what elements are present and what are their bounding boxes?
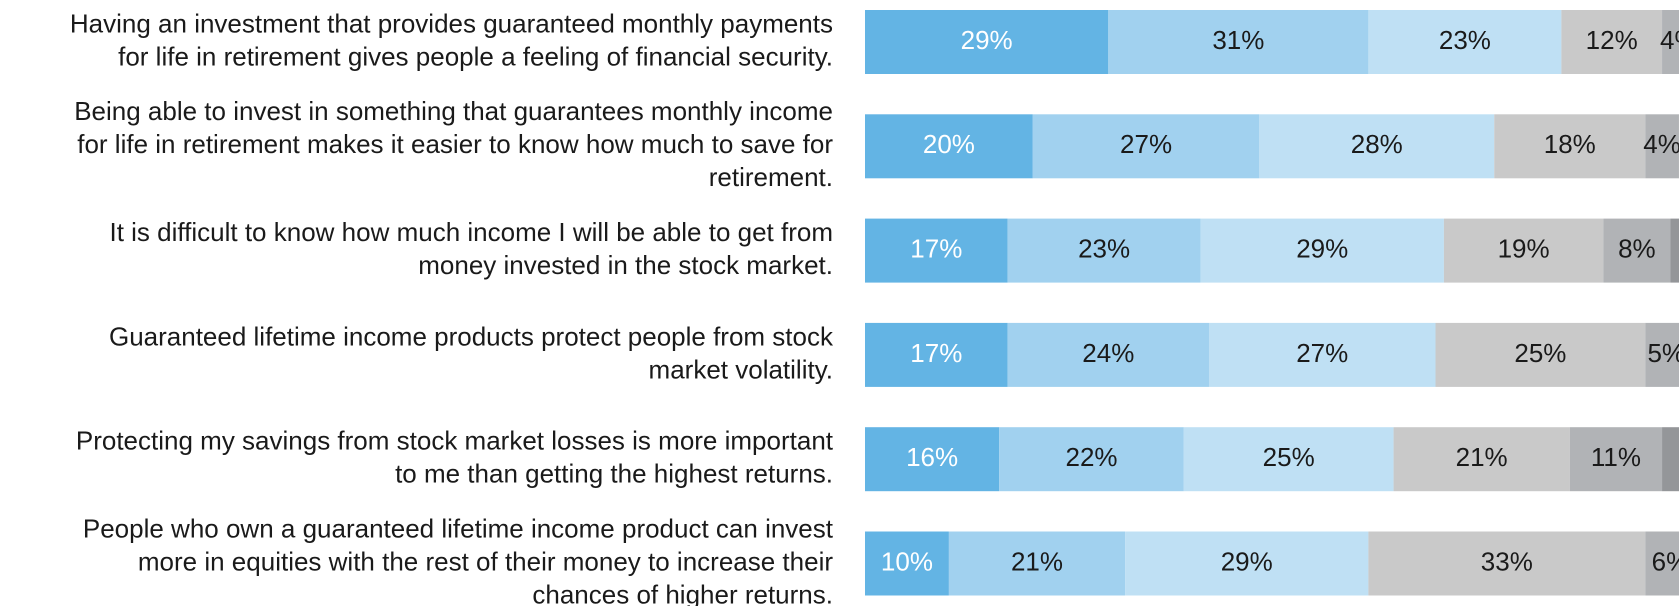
bar-segment <box>1208 322 1436 387</box>
bar-segment <box>1443 218 1604 283</box>
category-label: People who own a guaranteed lifetime inc… <box>83 513 834 543</box>
value-label: 28% <box>1351 129 1403 159</box>
category-label: Guaranteed lifetime income products prot… <box>109 321 834 351</box>
bar-segment <box>865 218 1008 283</box>
bar-segment <box>865 114 1033 179</box>
bar-segment <box>1645 322 1679 387</box>
bar-segment <box>1032 114 1260 179</box>
category-label: It is difficult to know how much income … <box>109 217 833 247</box>
bar-segment <box>1125 531 1369 596</box>
value-label: 31% <box>1212 25 1264 55</box>
bar-segment <box>1662 10 1679 74</box>
value-label: 17% <box>910 233 962 263</box>
bar-segment <box>1645 531 1679 596</box>
value-label: 33% <box>1481 546 1533 576</box>
value-label: 17% <box>910 338 962 368</box>
category-label: to me than getting the highest returns. <box>395 459 833 489</box>
value-label: 29% <box>1296 233 1348 263</box>
category-label: market volatility. <box>649 354 833 384</box>
category-label: Having an investment that provides guara… <box>70 8 833 38</box>
value-label: 4% <box>1660 25 1679 55</box>
value-label: 21% <box>1011 546 1063 576</box>
value-label: 12% <box>1586 25 1638 55</box>
value-label: 21% <box>1456 442 1508 472</box>
category-label: Protecting my savings from stock market … <box>76 426 834 456</box>
category-label: for life in retirement makes it easier t… <box>77 129 833 159</box>
value-label: 23% <box>1078 233 1130 263</box>
value-label: 11% <box>1591 442 1641 472</box>
value-label: 25% <box>1263 442 1315 472</box>
bar-segment <box>1007 322 1209 387</box>
value-label: 6% <box>1652 546 1679 576</box>
value-label: 18% <box>1544 129 1596 159</box>
bar-segment <box>1494 114 1646 179</box>
value-label: 4% <box>1643 129 1679 159</box>
category-label: chances of higher returns. <box>532 579 833 606</box>
bar-segment <box>1007 218 1201 283</box>
bar-segment <box>1368 10 1562 74</box>
bar-segment <box>1561 10 1663 74</box>
bar-segment <box>1259 114 1495 179</box>
bar-segment <box>1662 427 1679 492</box>
bar-segment <box>1393 427 1570 492</box>
category-label: money invested in the stock market. <box>418 250 833 280</box>
value-label: 19% <box>1498 233 1550 263</box>
bar-segment <box>1569 427 1663 492</box>
value-label: 8% <box>1618 233 1656 263</box>
bar-segment <box>1645 114 1679 179</box>
category-label: for life in retirement gives people a fe… <box>118 41 833 71</box>
value-label: 10% <box>881 546 933 576</box>
bar-segment <box>865 531 949 596</box>
bar-segment <box>1435 322 1646 387</box>
value-label: 23% <box>1439 25 1491 55</box>
value-label: 24% <box>1082 338 1134 368</box>
value-label: 25% <box>1514 338 1566 368</box>
bar-segment <box>865 322 1008 387</box>
bar-segment <box>1603 218 1671 283</box>
value-label: 27% <box>1120 129 1172 159</box>
value-label: 29% <box>961 25 1013 55</box>
value-label: 27% <box>1296 338 1348 368</box>
bar-segment <box>1183 427 1394 492</box>
bar-segment <box>1200 218 1444 283</box>
value-label: 5% <box>1647 338 1679 368</box>
value-label: 22% <box>1066 442 1118 472</box>
bar-segment <box>865 427 1000 492</box>
bar-segment <box>1670 218 1679 283</box>
bar-segment <box>948 531 1126 596</box>
category-label: Being able to invest in something that g… <box>74 96 833 126</box>
bar-segment <box>999 427 1184 492</box>
bar-segment <box>1108 10 1369 74</box>
category-label: more in equities with the rest of their … <box>138 546 833 576</box>
category-label: retirement. <box>709 162 833 192</box>
bar-segment <box>865 10 1109 74</box>
value-label: 16% <box>906 442 958 472</box>
value-label: 20% <box>923 129 975 159</box>
value-label: 29% <box>1221 546 1273 576</box>
bar-segment <box>1368 531 1646 596</box>
